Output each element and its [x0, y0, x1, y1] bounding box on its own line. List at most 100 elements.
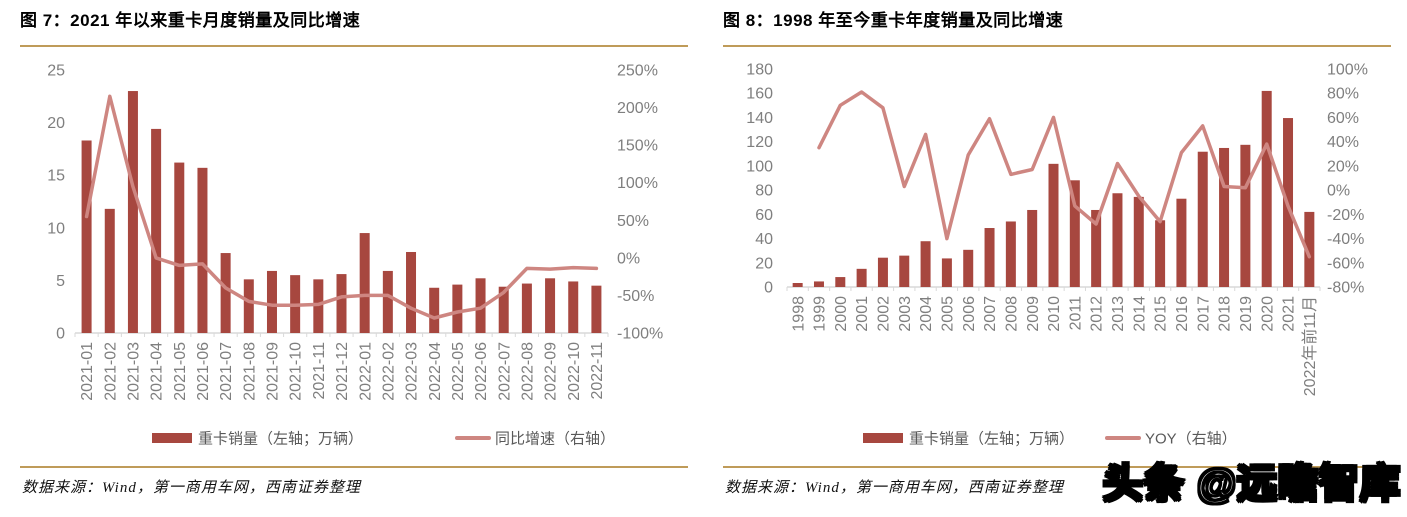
x-axis-label: 2021-08 [241, 342, 258, 401]
data-source: 数据来源：Wind，第一商用车网，西南证券整理 [22, 480, 361, 496]
y-axis-tick-right: -40% [1327, 231, 1364, 248]
y-axis-tick-right: 20% [1327, 158, 1359, 175]
x-axis-label: 2015 [1153, 296, 1170, 332]
x-axis-label: 2021-12 [334, 342, 351, 401]
x-axis-label: 2021-07 [218, 342, 235, 401]
y-axis-tick-left: 140 [746, 110, 773, 127]
sales-bar [336, 274, 347, 333]
y-axis-tick-right: 80% [1327, 86, 1359, 103]
sales-bar [1069, 180, 1080, 287]
x-axis-label: 2000 [833, 296, 850, 332]
data-source: 数据来源：Wind，第一商用车网，西南证券整理 [725, 480, 1064, 496]
source-divider-rule [723, 466, 1391, 468]
sales-bar [429, 287, 440, 333]
sales-bar [1133, 196, 1144, 287]
x-axis-label: 2022-06 [473, 342, 490, 401]
y-axis-tick-right: 100% [1327, 62, 1368, 79]
sales-bar [1048, 163, 1059, 287]
sales-bar [877, 257, 888, 287]
legend-line-label: 同比增速（右轴） [495, 431, 615, 448]
sales-bar [835, 277, 846, 287]
sales-bar [856, 268, 867, 287]
sales-bar [197, 167, 208, 333]
y-axis-tick-right: -60% [1327, 255, 1364, 272]
x-axis-label: 2021-09 [265, 342, 282, 401]
y-axis-tick-left: 40 [755, 231, 773, 248]
y-axis-tick-right: -80% [1327, 280, 1364, 297]
x-axis-label: 1998 [790, 296, 807, 332]
sales-bar [104, 208, 115, 333]
y-axis-tick-right: -50% [617, 288, 654, 305]
sales-bar [963, 249, 974, 287]
x-axis-label: 2022-07 [496, 342, 513, 401]
sales-bar [452, 284, 463, 333]
y-axis-tick-left: 5 [56, 273, 65, 290]
sales-bar [151, 128, 162, 333]
x-axis-label: 2009 [1025, 296, 1042, 332]
source-divider-rule [20, 466, 688, 468]
x-axis-label: 2004 [918, 296, 935, 332]
x-axis-label: 2022-09 [543, 342, 560, 401]
y-axis-tick-left: 20 [755, 255, 773, 272]
sales-bar [359, 233, 370, 333]
sales-bar [220, 253, 231, 333]
x-axis-label: 2019 [1238, 296, 1255, 332]
sales-bar [475, 278, 486, 333]
y-axis-tick-left: 25 [47, 63, 65, 80]
x-axis-label: 2014 [1131, 296, 1148, 332]
x-axis-label: 2021-02 [102, 342, 119, 401]
sales-bar [174, 162, 185, 333]
sales-bar [813, 281, 824, 287]
x-axis-label: 2003 [897, 296, 914, 332]
x-axis-label: 2022-10 [566, 342, 583, 401]
y-axis-tick-right: 100% [617, 175, 658, 192]
y-axis-tick-right: 250% [617, 63, 658, 80]
sales-bar [1176, 198, 1187, 287]
y-axis-tick-left: 80 [755, 183, 773, 200]
y-axis-tick-left: 0 [764, 280, 773, 297]
y-axis-tick-left: 20 [47, 115, 65, 132]
sales-bar [382, 270, 393, 333]
y-axis-tick-left: 180 [746, 62, 773, 79]
x-axis-label: 2016 [1174, 296, 1191, 332]
watermark: 头条 @远瞻智库 [1102, 461, 1402, 508]
y-axis-tick-left: 60 [755, 207, 773, 224]
x-axis-label: 2022-05 [450, 342, 467, 401]
sales-bar [941, 258, 952, 287]
sales-bar [266, 270, 277, 333]
sales-bar [81, 140, 92, 333]
yoy-growth-line [817, 90, 1312, 259]
sales-bar [1219, 147, 1230, 287]
sales-bar [1005, 221, 1016, 287]
y-axis-tick-right: 0% [1327, 183, 1350, 200]
sales-bar [1112, 193, 1123, 287]
sales-bar [545, 278, 556, 333]
sales-bar [1240, 144, 1251, 287]
monthly-sales-yoy-chart: 0 5 10 15 20 25 -100% -50% 0% 50% 100% 150% 200% 250%… [47, 63, 663, 448]
x-axis-label: 2021 [1281, 296, 1298, 332]
title-underline-rule [20, 45, 688, 47]
x-axis-label: 2007 [982, 296, 999, 332]
y-axis-tick-left: 10 [47, 220, 65, 237]
sales-bar [984, 228, 995, 287]
chart-title: 图 8：1998 年至今重卡年度销量及同比增速 [723, 11, 1064, 30]
sales-bar [127, 91, 138, 333]
legend-bar-swatch [863, 433, 903, 443]
chart-panel-monthly: 图 7：2021 年以来重卡月度销量及同比增速 0 5 10 15 20 25 -100% -… [20, 8, 690, 513]
x-axis-label: 2010 [1046, 296, 1063, 332]
legend-line-label: YOY（右轴） [1145, 431, 1237, 448]
sales-bar [792, 283, 803, 287]
x-axis-label: 2013 [1110, 296, 1127, 332]
x-axis-label: 2021-03 [126, 342, 143, 401]
sales-bar [591, 285, 602, 333]
y-axis-tick-left: 15 [47, 168, 65, 185]
x-axis-label: 2022-01 [357, 342, 374, 401]
sales-bar [1197, 151, 1208, 287]
x-axis-label: 2022-03 [404, 342, 421, 401]
x-axis-label: 2011 [1067, 296, 1084, 331]
x-axis-label: 2022-04 [427, 342, 444, 401]
sales-bar [1027, 209, 1038, 287]
x-axis-label: 2005 [940, 296, 957, 332]
x-axis-label: 2022-11 [589, 342, 606, 400]
x-axis-label: 2017 [1195, 296, 1212, 332]
